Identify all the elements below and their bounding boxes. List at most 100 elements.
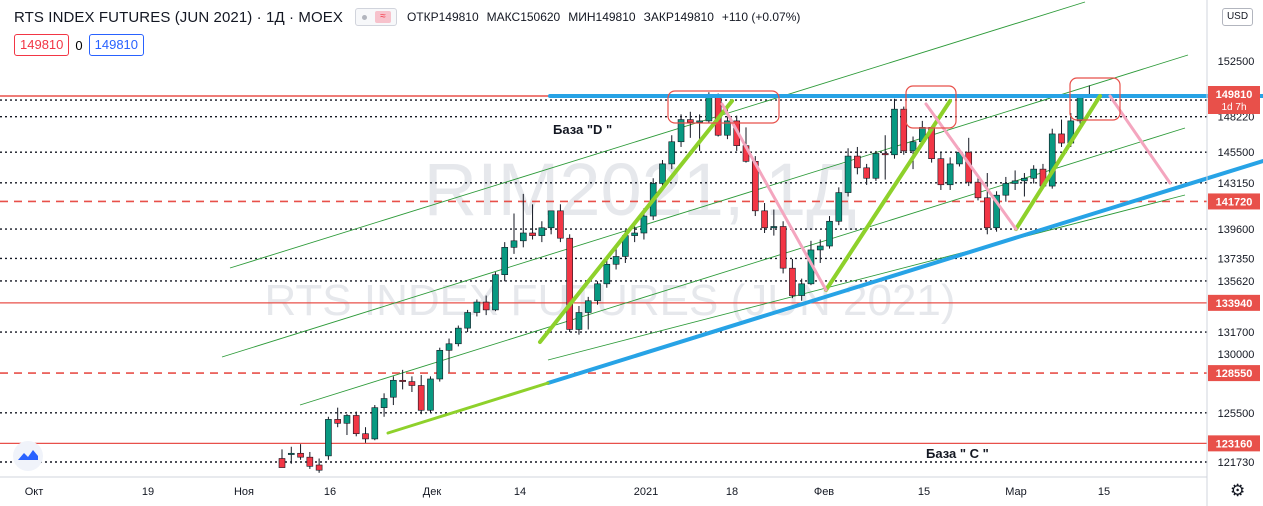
candle-body <box>677 119 685 143</box>
annotation-label: База " C " <box>926 446 989 461</box>
order-panel: 149810 0 149810 <box>14 34 145 56</box>
candle-body <box>278 458 286 468</box>
time-axis-label: Дек <box>423 486 442 498</box>
price-tag-bg <box>1208 435 1260 452</box>
price-axis-label: 131700 <box>1218 327 1255 339</box>
candle-body <box>854 155 861 169</box>
price-axis-label: 130000 <box>1218 349 1255 361</box>
candle-body <box>1058 133 1065 144</box>
candle-body <box>946 163 954 186</box>
candle-body <box>826 220 833 247</box>
candle-body <box>761 210 768 229</box>
candle-body <box>816 245 824 251</box>
price-axis-label: 143150 <box>1218 178 1255 190</box>
candle-body <box>297 452 304 458</box>
spread-value: 0 <box>75 37 83 53</box>
price-tag-label: 133940 <box>1216 298 1253 310</box>
chart-legend[interactable]: RTS INDEX FUTURES (JUN 2021) · 1Д · MOEX… <box>14 6 800 28</box>
candle-body <box>287 452 295 455</box>
candle-body <box>789 267 796 296</box>
highlight-box <box>905 85 957 129</box>
candle-body <box>909 141 917 152</box>
candle-body <box>900 108 908 152</box>
candle-body <box>1048 133 1056 187</box>
open-value: 149810 <box>438 10 479 24</box>
candle-body <box>594 283 601 302</box>
highlight-box <box>1069 77 1121 121</box>
candle-body <box>798 283 805 296</box>
last-price-label: 149810 <box>1216 89 1253 101</box>
candle-body <box>1002 183 1010 196</box>
symbol-title[interactable]: RTS INDEX FUTURES (JUN 2021) · 1Д · MOEX <box>14 8 343 26</box>
annotation-label: База "D " <box>553 122 612 137</box>
candle-body <box>724 120 731 136</box>
candle-body <box>863 167 870 179</box>
candle-body <box>1021 177 1028 182</box>
candle-body <box>1030 168 1037 179</box>
candle-body <box>408 381 416 386</box>
green-impulse-line <box>1014 94 1102 231</box>
candle-body <box>937 158 945 186</box>
candle-body <box>343 415 351 424</box>
candle-body <box>835 192 843 222</box>
sell-button[interactable]: 149810 <box>14 34 70 56</box>
candle-body <box>492 274 499 311</box>
channel-line <box>547 194 1186 361</box>
candle-body <box>566 237 573 330</box>
candle-body <box>315 464 323 471</box>
gear-icon[interactable]: ⚙ <box>1230 481 1246 500</box>
candle-body <box>445 343 453 351</box>
time-axis-label: 18 <box>726 486 738 498</box>
buy-button[interactable]: 149810 <box>88 34 145 56</box>
time-axis-label: 2021 <box>634 486 658 498</box>
channel-line <box>221 54 1189 358</box>
highlight-box <box>667 90 780 124</box>
pink-correction-line <box>1108 94 1172 185</box>
candle-body <box>872 153 880 179</box>
channel-line <box>229 1 1086 269</box>
candle-body <box>668 141 676 165</box>
candle-body <box>455 327 462 345</box>
currency-button[interactable]: USD <box>1222 8 1253 26</box>
candle-body <box>779 226 787 269</box>
green-support-line <box>386 381 550 435</box>
low-value: 149810 <box>595 10 636 24</box>
indicator-toggle-icon[interactable]: ≈ <box>354 8 397 26</box>
time-axis-label: Ноя <box>234 486 254 498</box>
candle-body <box>464 312 471 329</box>
time-axis-label: 15 <box>1098 486 1110 498</box>
candle-body <box>519 232 527 242</box>
candle-body <box>417 385 425 411</box>
blue-support-line <box>546 159 1263 385</box>
candle-body <box>306 456 314 467</box>
candle-body <box>557 210 564 239</box>
time-axis-label: 16 <box>324 486 336 498</box>
price-axis-label: 145500 <box>1218 147 1255 159</box>
candle-body <box>547 210 555 229</box>
price-axis-label: 148220 <box>1218 112 1255 124</box>
candle-body <box>631 232 638 236</box>
candle-body <box>575 312 583 330</box>
time-axis-label: 15 <box>918 486 930 498</box>
candle-body <box>334 419 341 424</box>
pink-correction-line <box>924 102 1018 231</box>
price-tag-bg <box>1208 365 1260 382</box>
candle-body <box>659 163 666 184</box>
price-axis-label: 137350 <box>1218 253 1255 265</box>
price-axis-label: 135620 <box>1218 276 1255 288</box>
candle-body <box>362 433 369 440</box>
candle-body <box>1011 180 1019 184</box>
countdown-label: 1d 7h <box>1221 102 1246 113</box>
price-axis-label: 139600 <box>1218 224 1255 236</box>
last-price-tag-bg <box>1208 86 1260 114</box>
price-tag-label: 141720 <box>1216 196 1253 208</box>
ohlc-values: ОТКР149810 МАКС150620 МИН149810 ЗАКР1498… <box>407 10 800 24</box>
price-axis-label: 121730 <box>1218 457 1255 469</box>
candle-body <box>603 263 611 285</box>
close-value: 149810 <box>673 10 714 24</box>
tradingview-logo-icon[interactable] <box>13 441 43 471</box>
green-impulse-line <box>824 99 952 292</box>
time-axis-label: 19 <box>142 486 154 498</box>
candle-body <box>612 256 620 265</box>
